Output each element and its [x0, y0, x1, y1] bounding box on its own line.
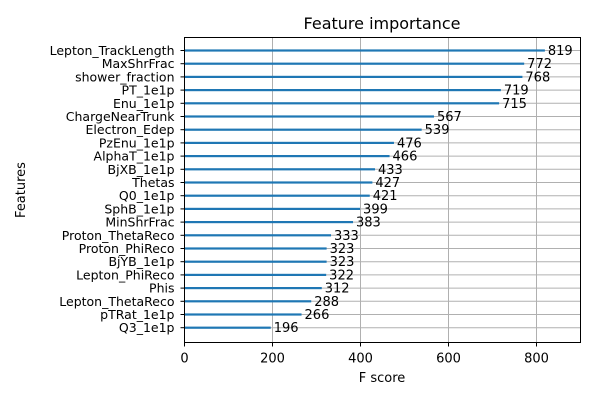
bar-value-label: 539	[425, 123, 450, 138]
bar-value-label: 715	[502, 97, 527, 112]
y-tick-label: Proton_ThetaReco	[62, 228, 175, 243]
plot-frame	[184, 37, 581, 343]
bar	[184, 181, 373, 184]
bar	[184, 49, 545, 52]
bar	[184, 194, 370, 197]
y-axis-label: Features	[14, 162, 29, 218]
bar-value-label: 466	[393, 150, 418, 165]
x-tick-label: 800	[524, 352, 549, 367]
x-tick-label: 0	[180, 352, 188, 367]
y-tick-label: pTRat_1e1p	[100, 307, 174, 322]
bar-value-label: 427	[375, 176, 400, 191]
chart-title: Feature importance	[304, 14, 461, 33]
bar-value-label: 312	[325, 282, 350, 297]
y-tick-label: Q3_1e1p	[119, 320, 175, 335]
bar	[184, 313, 302, 316]
y-tick-label: Lepton_TrackLength	[50, 43, 175, 58]
bar	[184, 102, 500, 105]
bar-value-label: 433	[378, 163, 403, 178]
x-tick-labels: 0 200 400 600 800	[180, 342, 549, 367]
bar-value-labels: 8197727687197155675394764664334274213993…	[274, 44, 573, 336]
bar	[184, 115, 434, 118]
x-tick-label: 400	[348, 352, 373, 367]
y-tick-label: Phis	[149, 281, 174, 296]
y-tick-label: MaxShrFrac	[102, 56, 175, 71]
y-tick-label: Lepton_PhiReco	[76, 267, 174, 282]
x-axis-label: F score	[359, 371, 406, 386]
y-tick-label: PzEnu_1e1p	[99, 135, 175, 150]
bar-value-label: 383	[356, 216, 381, 231]
bar-value-label: 323	[330, 242, 355, 257]
bar-value-label: 322	[329, 268, 354, 283]
y-tick-label: Thetas	[131, 175, 174, 190]
bar	[184, 168, 376, 171]
bar	[184, 207, 361, 210]
bar-value-label: 333	[334, 229, 359, 244]
y-tick-label: MinShrFrac	[105, 215, 174, 230]
y-tick-label: Q0_1e1p	[119, 188, 175, 203]
bar	[184, 221, 354, 224]
y-tick-label: Electron_Edep	[86, 122, 175, 137]
bar	[184, 62, 525, 65]
bar-value-label: 288	[314, 295, 339, 310]
bar	[184, 128, 422, 131]
bar-value-label: 719	[504, 84, 529, 99]
y-tick-label: BjYB_1e1p	[108, 254, 174, 269]
bar-value-label: 768	[525, 70, 550, 85]
bar	[184, 155, 390, 158]
bar	[184, 300, 312, 303]
y-tick-label: ChargeNearTrunk	[66, 109, 175, 124]
y-tick-label: SphB_1e1p	[104, 201, 174, 216]
bar-value-label: 399	[363, 202, 388, 217]
bar-value-label: 772	[527, 57, 552, 72]
bar	[184, 247, 327, 250]
y-tick-label: Enu_1e1p	[113, 96, 175, 111]
y-tick-label: BjXB_1e1p	[108, 162, 175, 177]
bar	[184, 287, 322, 290]
bar	[184, 260, 327, 263]
bar	[184, 89, 501, 92]
bar	[184, 326, 271, 329]
bar-value-label: 196	[274, 321, 299, 336]
y-tick-label: Proton_PhiReco	[79, 241, 175, 256]
bar-value-label: 421	[373, 189, 398, 204]
bar	[184, 75, 523, 78]
y-tick-label: Lepton_ThetaReco	[59, 294, 174, 309]
bars	[184, 49, 545, 329]
bar-value-label: 819	[548, 44, 573, 59]
bar-value-label: 476	[397, 136, 422, 151]
bar	[184, 234, 332, 237]
x-tick-label: 200	[260, 352, 285, 367]
bar-value-label: 567	[437, 110, 462, 125]
bar-value-label: 266	[305, 308, 330, 323]
bar	[184, 141, 394, 144]
bar	[184, 273, 327, 276]
y-tick-labels: Lepton_TrackLengthMaxShrFracshower_fract…	[50, 43, 185, 335]
x-tick-label: 600	[436, 352, 461, 367]
bar-value-label: 323	[330, 255, 355, 270]
y-tick-label: AlphaT_1e1p	[94, 149, 175, 164]
y-tick-label: shower_fraction	[75, 69, 174, 84]
y-tick-label: PT_1e1p	[122, 83, 175, 98]
